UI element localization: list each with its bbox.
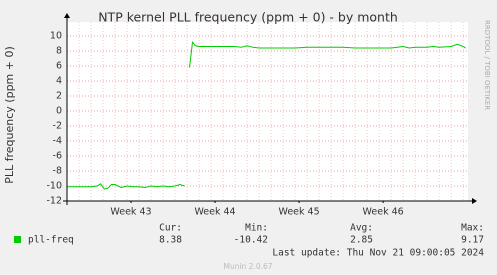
y-tick-label: -6 <box>53 151 62 162</box>
y-tick-label: 2 <box>56 91 62 102</box>
y-tick-label: 10 <box>50 31 62 42</box>
x-arrow <box>472 198 477 204</box>
y-tick-label: -12 <box>46 196 62 207</box>
stat-value: 8.38 <box>159 235 182 246</box>
footer: Munin 2.0.67 <box>223 262 272 271</box>
y-arrow <box>64 13 70 18</box>
x-tick-label: Week 45 <box>279 207 320 218</box>
y-tick-label: -8 <box>53 166 62 177</box>
last-update: Last update: Thu Nov 21 09:00:05 2024 <box>272 248 484 259</box>
stat-value: 9.17 <box>461 235 484 246</box>
y-tick-label: -10 <box>46 181 62 192</box>
chart-title: NTP kernel PLL frequency (ppm + 0) - by … <box>98 10 398 25</box>
y-tick-label: 6 <box>56 61 62 72</box>
stat-header: Max: <box>461 223 484 234</box>
x-tick-label: Week 44 <box>194 207 235 218</box>
y-tick-label: 0 <box>56 106 62 117</box>
stat-header: Avg: <box>350 223 373 234</box>
y-tick-label: 4 <box>56 76 62 87</box>
series-line <box>67 40 466 190</box>
stat-header: Cur: <box>159 223 182 234</box>
x-tick-label: Week 46 <box>363 207 404 218</box>
y-tick-label: -4 <box>53 136 62 147</box>
side-label: RRDTOOL / TOBI OETIKER <box>483 20 491 110</box>
stat-value: -10.42 <box>234 235 268 246</box>
stat-value: 2.85 <box>350 235 373 246</box>
x-tick-label: Week 43 <box>110 207 151 218</box>
legend-label: pll-freq <box>28 235 74 246</box>
y-tick-label: -2 <box>53 121 62 132</box>
y-axis-label: PLL frequency (ppm + 0) <box>3 46 16 184</box>
y-tick-label: 8 <box>56 46 62 57</box>
legend-swatch <box>14 236 21 243</box>
stat-header: Min: <box>245 223 268 234</box>
